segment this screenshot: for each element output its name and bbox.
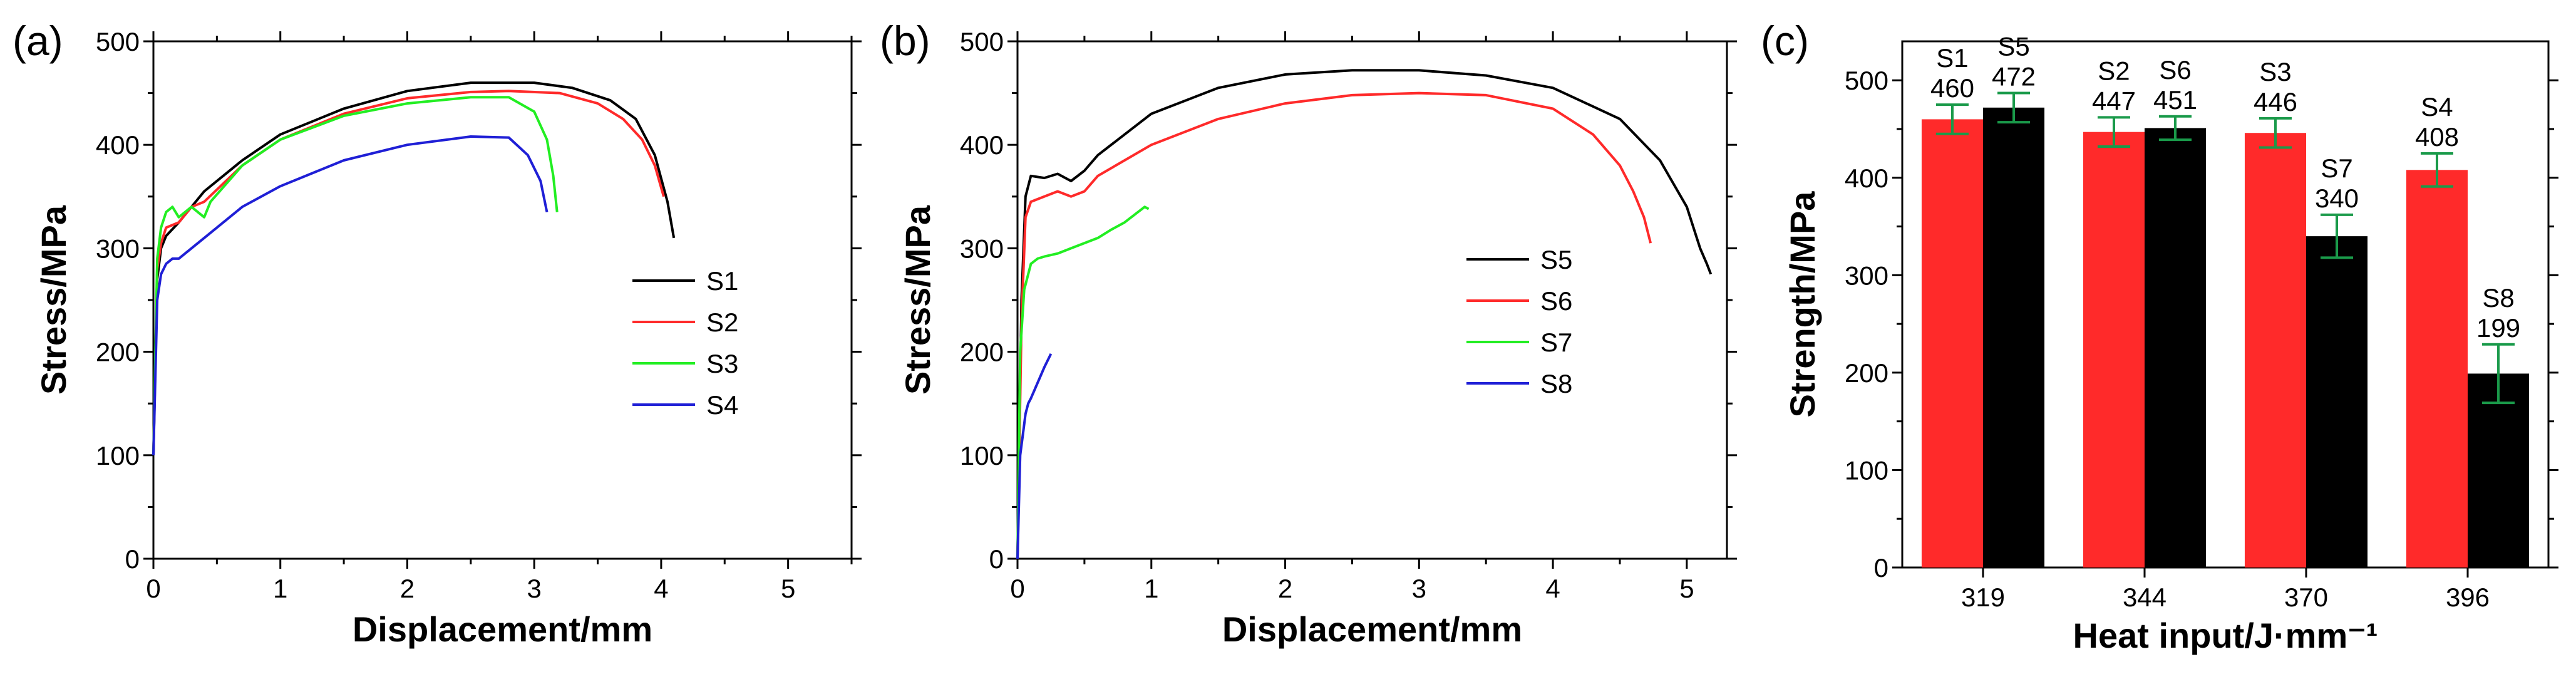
x-tick-label: 4	[1545, 574, 1560, 603]
series-line-s5	[1016, 69, 1713, 559]
bar-value-label: 447	[2092, 86, 2136, 115]
panel-letter: (a)	[13, 18, 63, 64]
y-tick-label: 100	[1845, 455, 1888, 485]
y-tick-label: 0	[989, 544, 1004, 574]
x-tick-label: 396	[2446, 583, 2490, 612]
bar-s7	[2306, 236, 2368, 568]
x-tick-label: 0	[1010, 574, 1024, 603]
bar-value-label: 408	[2415, 122, 2459, 152]
legend-label-s6: S6	[1540, 286, 1572, 316]
x-tick-label: 2	[1278, 574, 1292, 603]
x-tick-label: 370	[2284, 583, 2328, 612]
series-line-s1	[152, 81, 676, 455]
y-tick-label: 400	[960, 130, 1004, 160]
x-tick-label: 5	[1679, 574, 1694, 603]
panel-letter: (b)	[880, 18, 930, 64]
plot-frame	[152, 40, 853, 560]
series-line-s3	[152, 96, 559, 455]
legend-label-s3: S3	[706, 349, 738, 378]
x-tick-label: 1	[273, 574, 287, 603]
y-tick-label: 400	[96, 130, 140, 160]
y-axis-title: Stress/MPa	[34, 205, 73, 395]
y-tick-label: 500	[960, 27, 1004, 56]
bar-value-label: 451	[2153, 85, 2197, 115]
panel-letter: (c)	[1761, 18, 1809, 64]
bar-s1	[1921, 119, 1983, 567]
series-line-s8	[1016, 353, 1053, 559]
x-tick-label: 4	[654, 574, 668, 603]
y-tick-label: 400	[1845, 163, 1888, 193]
bar-s5	[1983, 107, 2045, 567]
plot-frame	[1901, 40, 2550, 569]
x-tick-label: 2	[400, 574, 415, 603]
bar-sample-label: S6	[2159, 55, 2191, 85]
y-axis-title: Stress/MPa	[898, 205, 937, 395]
x-axis-title: Displacement/mm	[1222, 609, 1522, 649]
bar-s8	[2468, 373, 2530, 567]
x-axis-title: Heat input/J·mm⁻¹	[2073, 616, 2378, 655]
y-tick-label: 300	[960, 234, 1004, 263]
bar-value-label: 446	[2254, 87, 2297, 117]
legend-label-s8: S8	[1540, 369, 1572, 398]
bar-sample-label: S3	[2259, 57, 2291, 86]
bar-sample-label: S1	[1936, 43, 1968, 73]
y-tick-label: 200	[96, 338, 140, 367]
bar-s3	[2244, 133, 2306, 567]
x-tick-label: 0	[146, 574, 160, 603]
legend-label-s5: S5	[1540, 245, 1572, 274]
y-tick-label: 200	[960, 338, 1004, 367]
y-tick-label: 0	[1874, 553, 1888, 583]
series-line-s7	[1016, 205, 1150, 559]
y-tick-label: 500	[96, 27, 140, 56]
bar-s6	[2145, 128, 2207, 567]
legend-label-s4: S4	[706, 390, 738, 420]
y-axis-title: Strength/MPa	[1783, 191, 1822, 418]
legend-label-s7: S7	[1540, 328, 1572, 357]
series-line-s2	[152, 90, 665, 455]
x-tick-label: 3	[1412, 574, 1426, 603]
bar-sample-label: S7	[2321, 153, 2352, 183]
bar-sample-label: S8	[2482, 283, 2514, 313]
legend-label-s1: S1	[706, 266, 738, 296]
series-line-s4	[152, 135, 549, 455]
series-line-s6	[1016, 91, 1652, 559]
y-tick-label: 0	[125, 544, 140, 574]
legend-label-s2: S2	[706, 308, 738, 337]
bar-value-label: 340	[2315, 184, 2359, 213]
bar-sample-label: S2	[2098, 56, 2130, 85]
bar-s4	[2406, 170, 2468, 567]
x-tick-label: 344	[2123, 583, 2166, 612]
y-tick-label: 200	[1845, 358, 1888, 388]
bar-sample-label: S5	[1997, 31, 2029, 61]
bar-sample-label: S4	[2421, 92, 2453, 122]
bar-value-label: 472	[1992, 61, 2036, 91]
bar-s2	[2083, 132, 2145, 567]
bar-value-label: 460	[1930, 73, 1974, 103]
x-tick-label: 1	[1144, 574, 1158, 603]
x-tick-label: 5	[781, 574, 795, 603]
y-tick-label: 500	[1845, 66, 1888, 95]
x-tick-label: 319	[1961, 583, 2005, 612]
y-tick-label: 300	[1845, 261, 1888, 290]
y-tick-label: 100	[96, 441, 140, 470]
bar-value-label: 199	[2476, 313, 2520, 343]
x-axis-title: Displacement/mm	[353, 609, 652, 649]
x-tick-label: 3	[527, 574, 542, 603]
y-tick-label: 100	[960, 441, 1004, 470]
y-tick-label: 300	[96, 234, 140, 263]
